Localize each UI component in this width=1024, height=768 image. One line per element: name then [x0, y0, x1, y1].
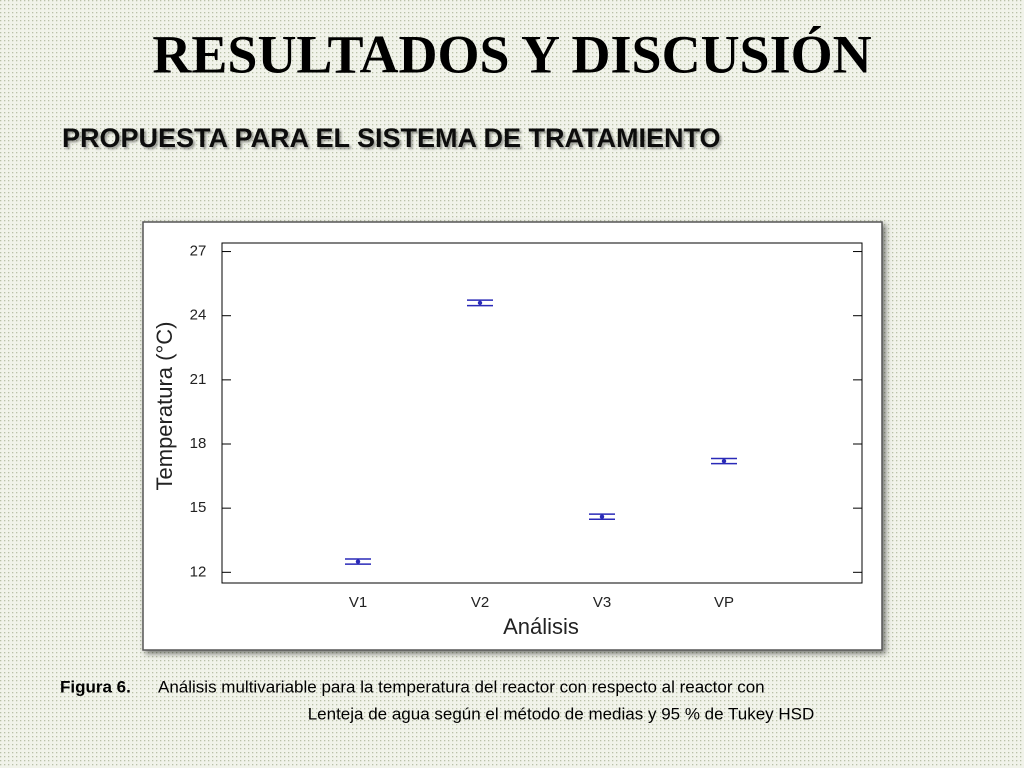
mean-point: [355, 559, 361, 564]
x-tick-label: V3: [593, 594, 611, 611]
chart-box: [142, 221, 883, 651]
caption-line: Lenteja de agua según el método de media…: [308, 704, 815, 723]
caption-label: Figura 6.: [60, 677, 131, 696]
y-tick-label: 12: [190, 563, 207, 580]
y-tick-label: 27: [190, 243, 207, 260]
slide-subtitle: PROPUESTA PARA EL SISTEMA DE TRATAMIENTO: [62, 123, 721, 153]
x-axis-title: Análisis: [503, 614, 579, 639]
y-tick-label: 24: [190, 307, 207, 324]
y-tick-label: 15: [190, 499, 207, 516]
plot-frame: [221, 242, 863, 584]
slide-title: RESULTADOS Y DISCUSIÓN: [152, 24, 871, 84]
caption-line: Análisis multivariable para la temperatu…: [158, 677, 765, 696]
mean-point: [477, 300, 483, 306]
x-tick-label: VP: [714, 594, 734, 611]
y-tick-label: 21: [190, 371, 207, 388]
mean-point: [721, 458, 727, 464]
y-tick-label: 18: [190, 435, 207, 452]
x-tick-label: V1: [349, 594, 367, 611]
x-tick-label: V2: [471, 594, 489, 611]
mean-point: [599, 514, 605, 519]
y-axis-title: Temperatura (°C): [152, 322, 177, 491]
